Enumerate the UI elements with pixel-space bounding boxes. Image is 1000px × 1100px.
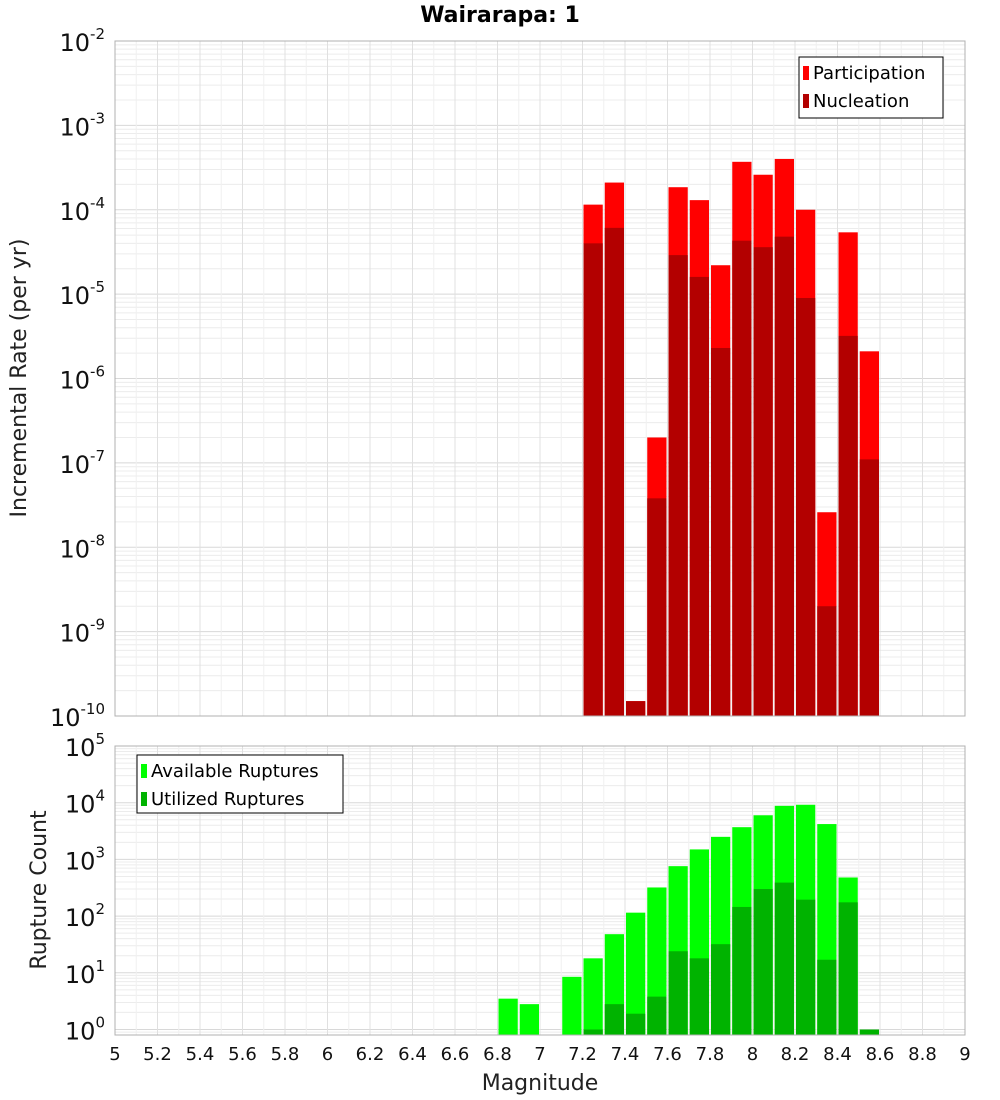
bar: [753, 247, 773, 716]
x-tick-label: 5: [109, 1044, 120, 1065]
x-tick-label: 7.8: [696, 1044, 725, 1065]
y-tick-label: 10-9: [59, 616, 105, 648]
x-tick-label: 5.8: [271, 1044, 300, 1065]
x-tick-label: 7.6: [653, 1044, 682, 1065]
grid: [114, 41, 966, 717]
x-tick-label: 6.8: [483, 1044, 512, 1065]
bar: [774, 882, 794, 1035]
y-tick-label: 10-10: [50, 700, 105, 732]
y-tick-label: 10-2: [59, 25, 105, 57]
bar: [604, 227, 624, 716]
legend-entry: Participation: [813, 63, 925, 84]
y-tick-label: 104: [65, 787, 105, 819]
legend-swatch: [803, 94, 809, 108]
bar: [796, 899, 816, 1035]
y-tick-label: 10-3: [59, 109, 105, 141]
x-tick-label: 5.2: [143, 1044, 172, 1065]
bar: [647, 996, 667, 1035]
bar: [859, 459, 879, 716]
bar: [626, 701, 646, 716]
bar: [859, 1029, 879, 1035]
y-tick-label: 101: [65, 957, 105, 989]
bar: [583, 958, 603, 1035]
x-tick-label: 7: [534, 1044, 545, 1065]
series-utilized-ruptures: [583, 882, 879, 1035]
bar: [583, 1029, 603, 1035]
x-tick-label: 5.6: [228, 1044, 257, 1065]
legend-swatch: [141, 792, 147, 806]
legend-swatch: [803, 66, 809, 80]
bar: [604, 1004, 624, 1035]
legend: Available Ruptures Utilized Ruptures: [136, 754, 344, 814]
y-tick-label: 103: [65, 843, 105, 875]
bar: [498, 998, 518, 1035]
y-tick-label: 10-4: [59, 194, 105, 226]
x-tick-label: 6.2: [356, 1044, 385, 1065]
series-nucleation: [583, 227, 879, 717]
bar: [732, 240, 752, 717]
y-tick-label: 10-7: [59, 447, 105, 479]
legend-swatch: [141, 764, 147, 778]
y-tick-label: 10-6: [59, 363, 105, 395]
y-axis-label: Rupture Count: [27, 810, 52, 970]
x-tick-label: 8.2: [781, 1044, 810, 1065]
x-tick-label: 8.4: [823, 1044, 852, 1065]
y-axis-label: Incremental Rate (per yr): [7, 239, 32, 518]
bar: [711, 347, 731, 716]
participation-nucleation-panel: 10-10 10-9 10-8 10-7 10-6 10-5 10-4 10-3 10-2 Inc…: [7, 25, 966, 732]
x-tick-label: 8: [747, 1044, 758, 1065]
y-tick-label: 10-5: [59, 278, 105, 310]
bar: [626, 1013, 646, 1035]
rupture-count-panel: 100 101 102 103 104 105 Rupture Count Available…: [27, 730, 971, 1065]
y-tick-label: 100: [65, 1014, 105, 1046]
bar: [583, 243, 603, 717]
legend-entry: Available Ruptures: [151, 761, 319, 782]
bar: [668, 951, 688, 1035]
x-tick-label: 7.4: [611, 1044, 640, 1065]
bar: [838, 335, 858, 716]
legend-box: [798, 56, 944, 119]
legend-entry: Utilized Ruptures: [151, 789, 304, 810]
chart-title: Wairarapa: 1: [420, 3, 580, 28]
bar: [711, 944, 731, 1035]
x-tick-label: 6.6: [441, 1044, 470, 1065]
x-tick-label: 5.4: [186, 1044, 215, 1065]
legend-entry: Nucleation: [813, 91, 909, 112]
legend: Participation Nucleation: [798, 56, 944, 119]
y-tick-label: 102: [65, 900, 105, 932]
y-tick-label: 105: [65, 730, 105, 762]
plot-border: [114, 745, 966, 1036]
bar: [838, 902, 858, 1035]
bar: [753, 889, 773, 1035]
bar: [519, 1004, 539, 1035]
bar: [689, 276, 709, 716]
x-tick-label: 9: [959, 1044, 970, 1065]
x-tick-label: 8.8: [908, 1044, 937, 1065]
x-tick-label: 6.4: [398, 1044, 427, 1065]
x-tick-label: 7.2: [568, 1044, 597, 1065]
bar: [668, 255, 688, 716]
bar: [732, 906, 752, 1035]
bar: [817, 606, 837, 716]
bar: [626, 912, 646, 1035]
bar: [817, 959, 837, 1035]
bar: [562, 976, 582, 1035]
x-tick-label: 8.6: [866, 1044, 895, 1065]
y-tick-label: 10-8: [59, 531, 105, 563]
x-tick-label: 6: [322, 1044, 333, 1065]
bar: [647, 498, 667, 716]
bar: [796, 297, 816, 716]
bar: [774, 236, 794, 716]
bar: [689, 958, 709, 1035]
x-axis-label: Magnitude: [482, 1071, 599, 1096]
legend-box: [136, 754, 344, 814]
plot-border: [114, 40, 966, 717]
